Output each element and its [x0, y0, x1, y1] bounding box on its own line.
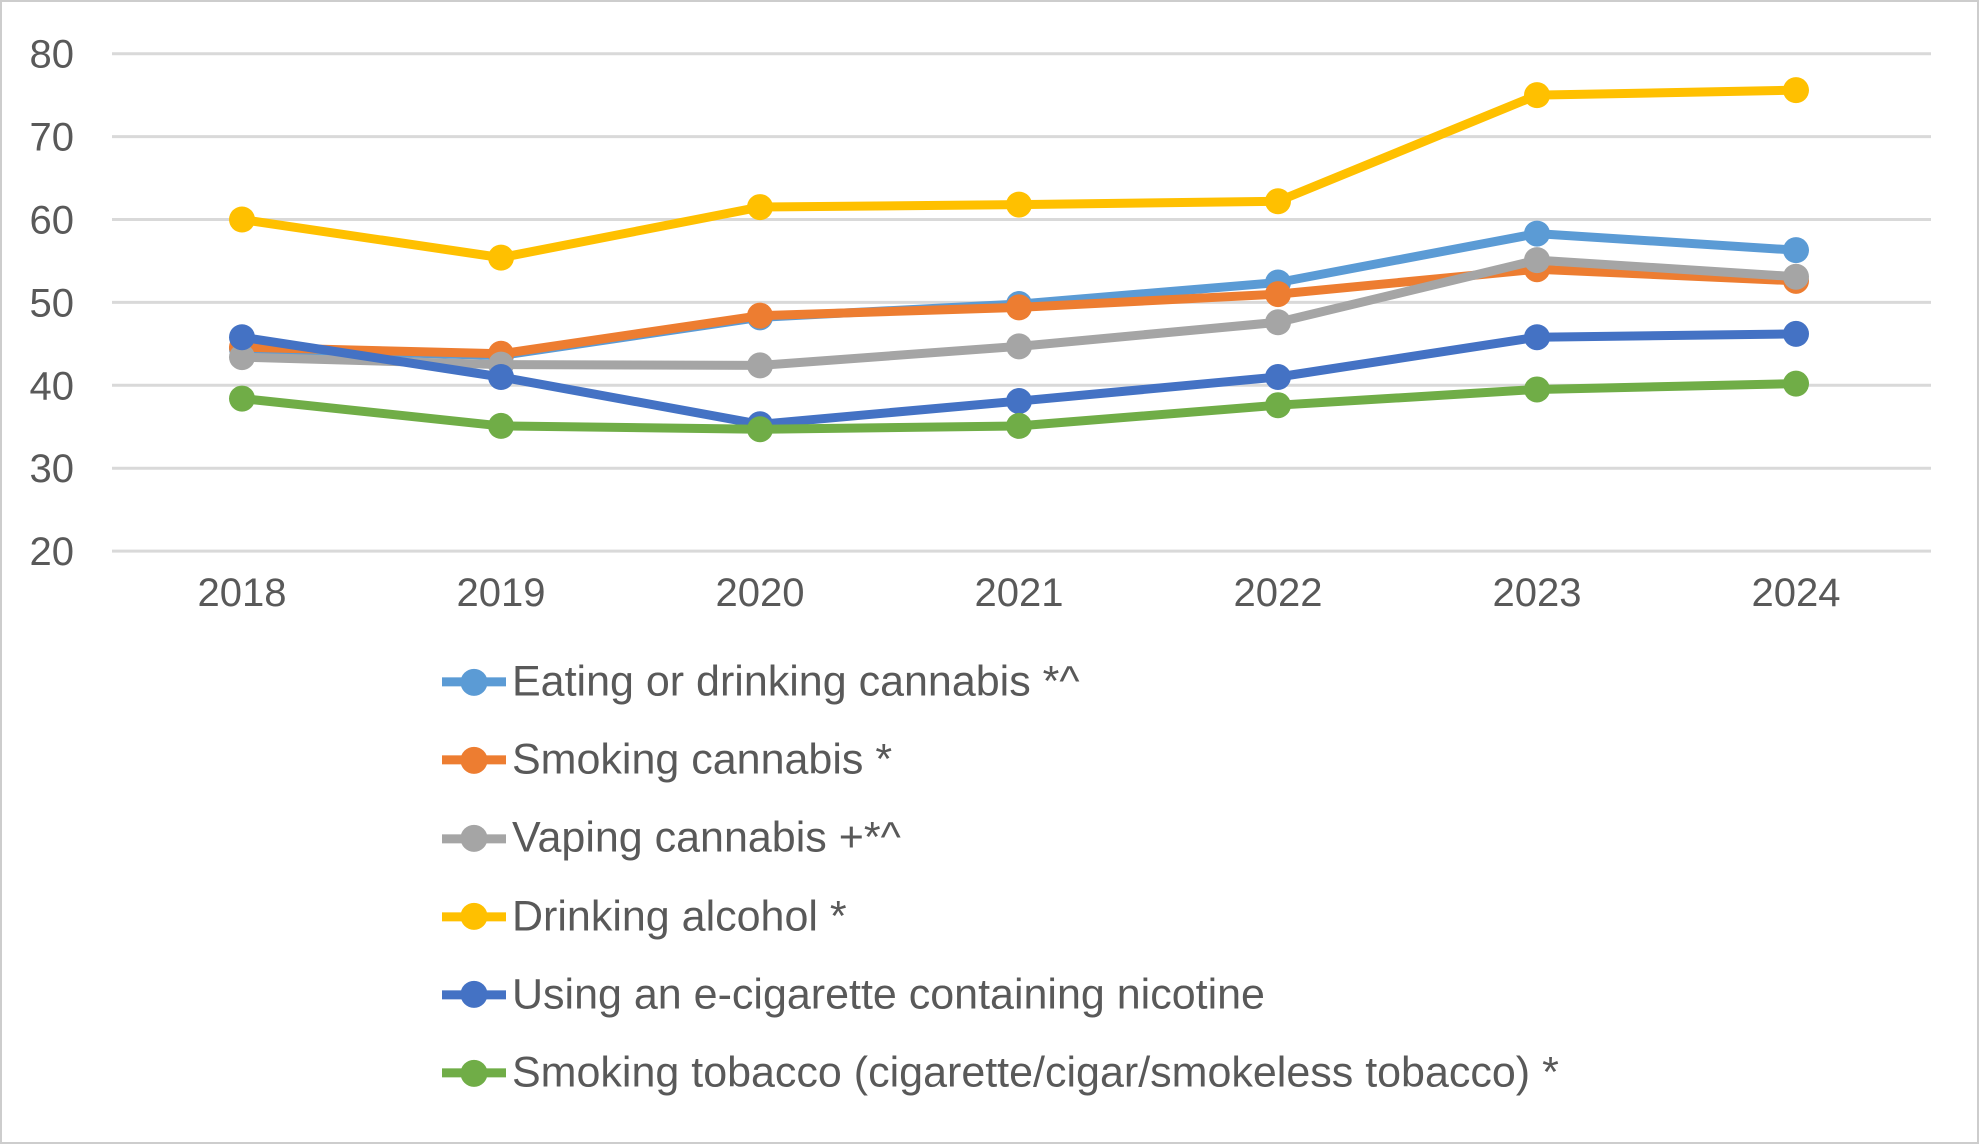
legend-marker-dot [460, 668, 488, 696]
y-axis-tick-label: 60 [30, 199, 75, 243]
data-point [747, 302, 773, 329]
legend-marker-line [442, 1059, 506, 1087]
legend-marker-dot [460, 824, 488, 852]
data-point [488, 412, 514, 439]
data-point [1524, 82, 1550, 109]
data-point [747, 416, 773, 443]
data-point [1524, 376, 1550, 403]
legend-marker-line [442, 824, 506, 852]
x-axis-tick-label: 2023 [1493, 571, 1582, 615]
legend-item-0: Eating or drinking cannabis *^ [442, 658, 1080, 705]
data-point [1783, 370, 1809, 397]
legend-marker-dot [460, 746, 488, 774]
legend-marker-line [442, 903, 506, 931]
x-axis-tick-label: 2020 [716, 571, 805, 615]
data-point [229, 206, 255, 233]
data-point [1783, 77, 1809, 104]
data-point [1265, 188, 1291, 215]
data-point [1265, 364, 1291, 391]
data-point [1006, 333, 1032, 360]
y-axis-tick-label: 20 [30, 530, 75, 574]
data-point [1265, 392, 1291, 419]
legend-marker-line [442, 746, 506, 774]
data-point [229, 344, 255, 371]
data-point [1265, 281, 1291, 308]
data-point [1006, 294, 1032, 321]
legend-item-4: Using an e-cigarette containing nicotine [442, 970, 1265, 1019]
data-point [1006, 388, 1032, 415]
legend-item-3: Drinking alcohol * [442, 891, 847, 940]
legend-label: Smoking cannabis * [512, 735, 893, 784]
series-3 [229, 77, 1809, 271]
data-point [1524, 220, 1550, 247]
data-point [1783, 320, 1809, 347]
y-axis-tick-label: 50 [30, 281, 75, 325]
legend-marker-line [442, 981, 506, 1009]
y-axis-tick-label: 80 [30, 33, 75, 77]
legend-marker-dot [460, 981, 488, 1009]
data-point [1783, 237, 1809, 264]
data-point [1265, 309, 1291, 336]
data-point [1524, 324, 1550, 351]
series-5 [229, 370, 1809, 443]
data-point [1006, 191, 1032, 218]
data-point [747, 352, 773, 379]
legend-item-2: Vaping cannabis +*^ [442, 813, 901, 862]
data-point [488, 364, 514, 391]
legend-label: Using an e-cigarette containing nicotine [512, 970, 1265, 1019]
data-point [1783, 263, 1809, 290]
y-axis-tick-label: 30 [30, 447, 75, 491]
series-4 [229, 320, 1809, 438]
data-point [229, 385, 255, 412]
x-axis-tick-label: 2018 [198, 571, 287, 615]
x-axis-tick-label: 2022 [1234, 571, 1323, 615]
data-point [488, 244, 514, 271]
x-axis-tick-label: 2021 [975, 571, 1064, 615]
legend-marker-line [442, 668, 506, 696]
x-axis-tick-label: 2019 [457, 571, 546, 615]
x-axis-tick-label: 2024 [1752, 571, 1841, 615]
legend-item-1: Smoking cannabis * [442, 735, 893, 784]
y-axis-tick-label: 40 [30, 364, 75, 408]
legend-item-5: Smoking tobacco (cigarette/cigar/smokele… [442, 1049, 1559, 1096]
y-axis-tick-label: 70 [30, 116, 75, 160]
legend-label: Drinking alcohol * [512, 891, 847, 940]
legend-label: Eating or drinking cannabis *^ [512, 657, 1080, 706]
legend-label: Smoking tobacco (cigarette/cigar/smokele… [512, 1048, 1559, 1097]
data-point [1524, 247, 1550, 274]
legend-marker-dot [460, 903, 488, 931]
legend-label: Vaping cannabis +*^ [512, 813, 901, 862]
legend-marker-dot [460, 1059, 488, 1087]
data-point [747, 194, 773, 221]
data-point [1006, 412, 1032, 439]
data-point [229, 324, 255, 351]
